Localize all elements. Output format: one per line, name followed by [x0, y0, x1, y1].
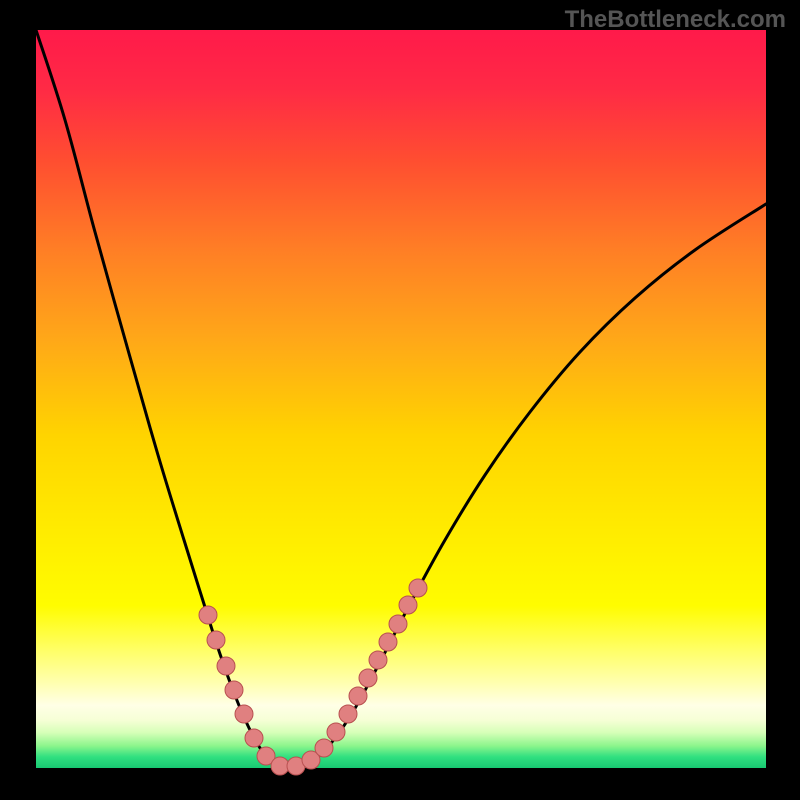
data-point — [359, 669, 377, 687]
data-point — [207, 631, 225, 649]
data-point — [225, 681, 243, 699]
data-points — [36, 30, 766, 768]
data-point — [199, 606, 217, 624]
watermark-text: TheBottleneck.com — [565, 6, 786, 34]
data-point — [327, 723, 345, 741]
data-point — [339, 705, 357, 723]
data-point — [245, 729, 263, 747]
data-point — [379, 633, 397, 651]
data-point — [217, 657, 235, 675]
data-point — [389, 615, 407, 633]
data-point — [349, 687, 367, 705]
plot-area — [36, 30, 766, 768]
chart-container: TheBottleneck.com — [0, 0, 800, 800]
data-point — [315, 739, 333, 757]
data-point — [369, 651, 387, 669]
data-point — [271, 757, 289, 775]
data-point — [409, 579, 427, 597]
data-point — [399, 596, 417, 614]
data-point — [235, 705, 253, 723]
